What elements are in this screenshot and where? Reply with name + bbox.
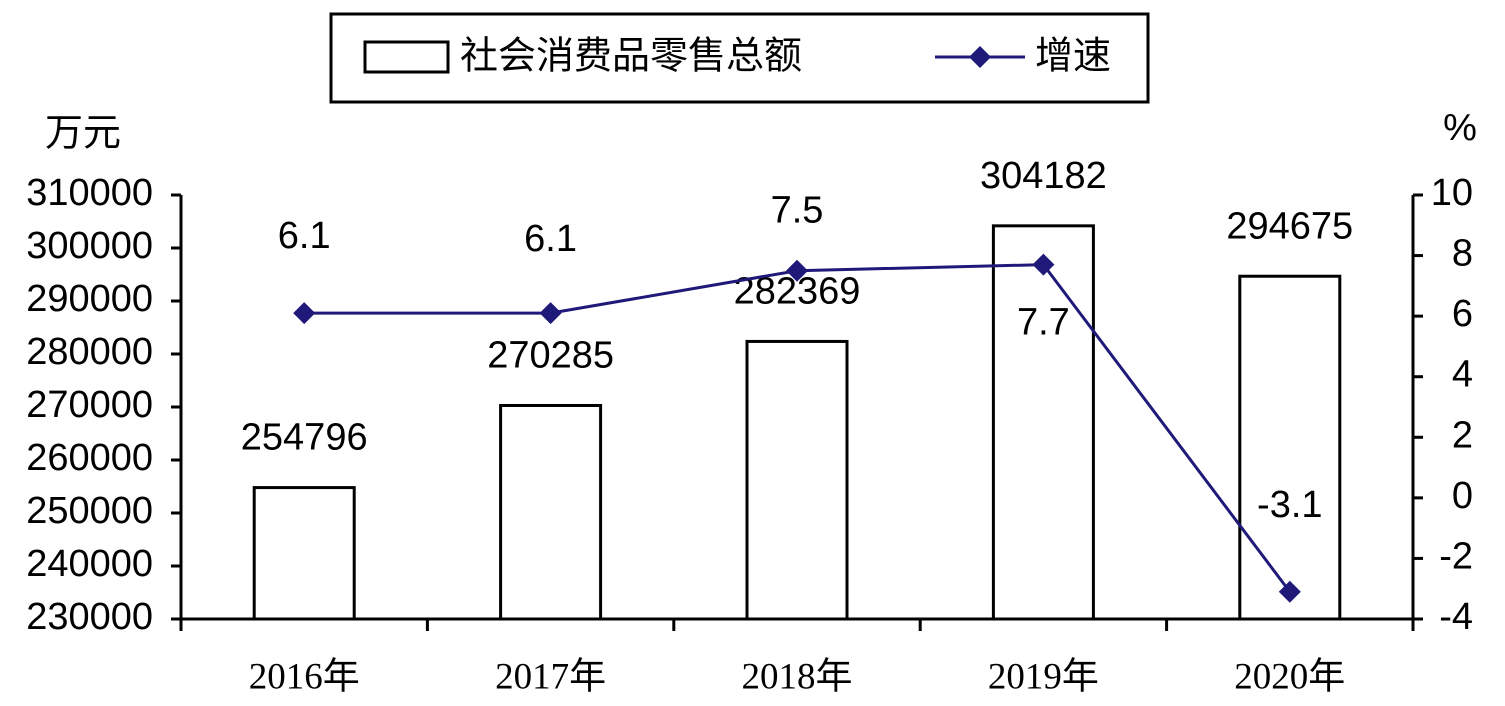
legend-label: 社会消费品零售总额 bbox=[460, 34, 802, 78]
y2-tick-label: 8 bbox=[1452, 233, 1473, 275]
y-tick-label: 310000 bbox=[26, 172, 153, 214]
bar bbox=[252, 486, 356, 621]
line-value-label: 6.1 bbox=[278, 215, 331, 257]
y2-tick-label: 6 bbox=[1452, 293, 1473, 335]
line-value-label: 6.1 bbox=[524, 218, 577, 260]
x-tick-label: 2019年 bbox=[988, 655, 1099, 697]
y-tick-label: 240000 bbox=[26, 543, 153, 585]
line-value-label: -3.1 bbox=[1257, 484, 1322, 526]
legend-marker bbox=[969, 46, 991, 68]
x-tick-label: 2020年 bbox=[1234, 655, 1345, 697]
bar bbox=[499, 403, 603, 621]
line-value-label: 7.5 bbox=[771, 190, 824, 232]
line-marker bbox=[539, 302, 562, 325]
y-tick-label: 260000 bbox=[26, 437, 153, 479]
bar-value-label: 294675 bbox=[1226, 205, 1353, 247]
x-tick-label: 2016年 bbox=[249, 655, 360, 697]
bar-value-label: 304182 bbox=[980, 155, 1107, 197]
line-value-label: 7.7 bbox=[1017, 302, 1070, 344]
y2-tick-label: 2 bbox=[1452, 414, 1473, 456]
y-tick-label: 230000 bbox=[26, 596, 153, 638]
y-tick-label: 280000 bbox=[26, 331, 153, 373]
x-tick-label: 2017年 bbox=[495, 655, 606, 697]
legend-label: 增速 bbox=[1035, 34, 1111, 78]
line-marker bbox=[1032, 253, 1055, 276]
y-tick-label: 250000 bbox=[26, 490, 153, 532]
bar bbox=[991, 224, 1095, 621]
bar-value-label: 254796 bbox=[241, 417, 368, 459]
y2-axis-unit: % bbox=[1443, 107, 1477, 149]
line-marker bbox=[786, 259, 808, 282]
legend-swatch bbox=[363, 40, 450, 74]
y-tick-label: 270000 bbox=[26, 384, 153, 426]
line-marker bbox=[293, 302, 316, 325]
bar-value-label: 270285 bbox=[487, 335, 614, 377]
y-tick-label: 300000 bbox=[26, 225, 153, 267]
y2-tick-label: 0 bbox=[1452, 475, 1473, 517]
y2-tick-label: -4 bbox=[1439, 596, 1473, 638]
y2-tick-label: 10 bbox=[1431, 172, 1473, 214]
bar bbox=[745, 339, 849, 621]
bar bbox=[1238, 274, 1342, 621]
y2-tick-label: -2 bbox=[1439, 535, 1473, 577]
y-tick-label: 290000 bbox=[26, 278, 153, 320]
x-tick-label: 2018年 bbox=[742, 655, 853, 697]
y-axis-unit: 万元 bbox=[45, 111, 121, 155]
line-marker bbox=[1278, 580, 1301, 603]
y2-tick-label: 4 bbox=[1452, 354, 1473, 396]
